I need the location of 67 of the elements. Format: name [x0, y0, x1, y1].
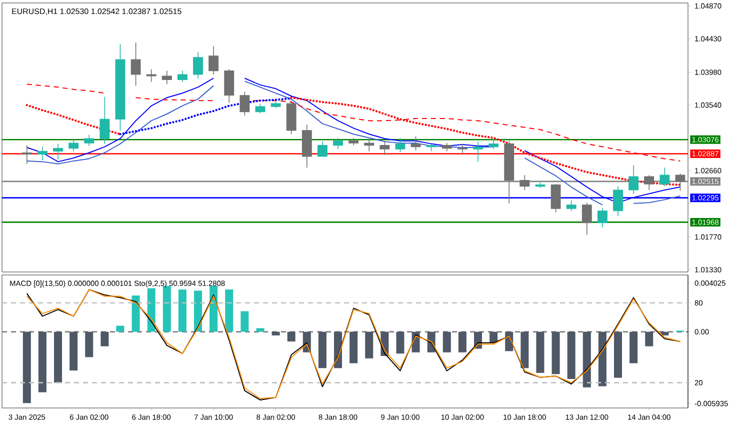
bar	[194, 290, 202, 332]
bar	[272, 332, 280, 336]
bar	[442, 332, 451, 352]
candlestick	[84, 134, 94, 146]
bar	[85, 332, 94, 358]
bar	[162, 286, 171, 332]
bar	[458, 332, 466, 352]
bar	[54, 332, 62, 383]
candlestick	[660, 167, 670, 187]
bar	[70, 332, 78, 370]
candlestick	[333, 137, 343, 150]
bar	[256, 328, 264, 332]
candlestick	[597, 208, 608, 228]
candlestick	[582, 202, 592, 236]
bar	[22, 332, 31, 404]
candlestick	[457, 143, 468, 154]
candlestick	[177, 70, 188, 82]
bar	[287, 332, 296, 342]
candlestick	[644, 174, 654, 190]
candlestick	[162, 70, 172, 85]
bar	[365, 332, 374, 358]
candlestick	[53, 143, 63, 160]
candlestick	[146, 68, 156, 82]
candlestick	[130, 42, 141, 86]
candlestick	[380, 140, 390, 156]
candlestick	[22, 144, 32, 164]
bar	[225, 289, 234, 332]
candlestick	[613, 186, 623, 216]
candlestick	[550, 184, 561, 213]
bar	[552, 332, 560, 374]
candlestick	[364, 138, 374, 152]
candlestick	[37, 146, 48, 161]
candlestick	[395, 137, 406, 152]
bar	[645, 332, 654, 346]
bar	[100, 332, 109, 346]
bar	[630, 332, 638, 364]
candlestick	[410, 136, 421, 151]
bar	[490, 332, 498, 343]
bar	[567, 332, 576, 379]
candlestick	[193, 52, 203, 79]
bar	[582, 332, 591, 388]
bar	[318, 332, 326, 368]
bar	[240, 311, 249, 332]
candlestick	[488, 138, 499, 150]
candlestick	[675, 173, 686, 192]
candlestick	[628, 165, 639, 194]
bar	[147, 288, 156, 332]
candlestick	[255, 103, 266, 114]
bar	[396, 332, 404, 354]
bar	[536, 332, 544, 373]
bar	[520, 332, 529, 368]
bar	[132, 296, 140, 332]
candlestick	[317, 141, 328, 157]
bar	[614, 332, 622, 378]
bar	[598, 332, 606, 386]
bar	[38, 332, 46, 392]
candlestick	[566, 200, 576, 212]
bar	[178, 289, 186, 332]
candlestick	[208, 46, 219, 75]
bar	[350, 332, 358, 364]
candlestick	[68, 138, 79, 152]
candlestick	[520, 174, 530, 190]
candlestick	[473, 141, 483, 162]
candlestick	[100, 96, 110, 144]
candlestick	[240, 91, 250, 116]
bar	[210, 286, 218, 332]
bar	[116, 326, 124, 332]
